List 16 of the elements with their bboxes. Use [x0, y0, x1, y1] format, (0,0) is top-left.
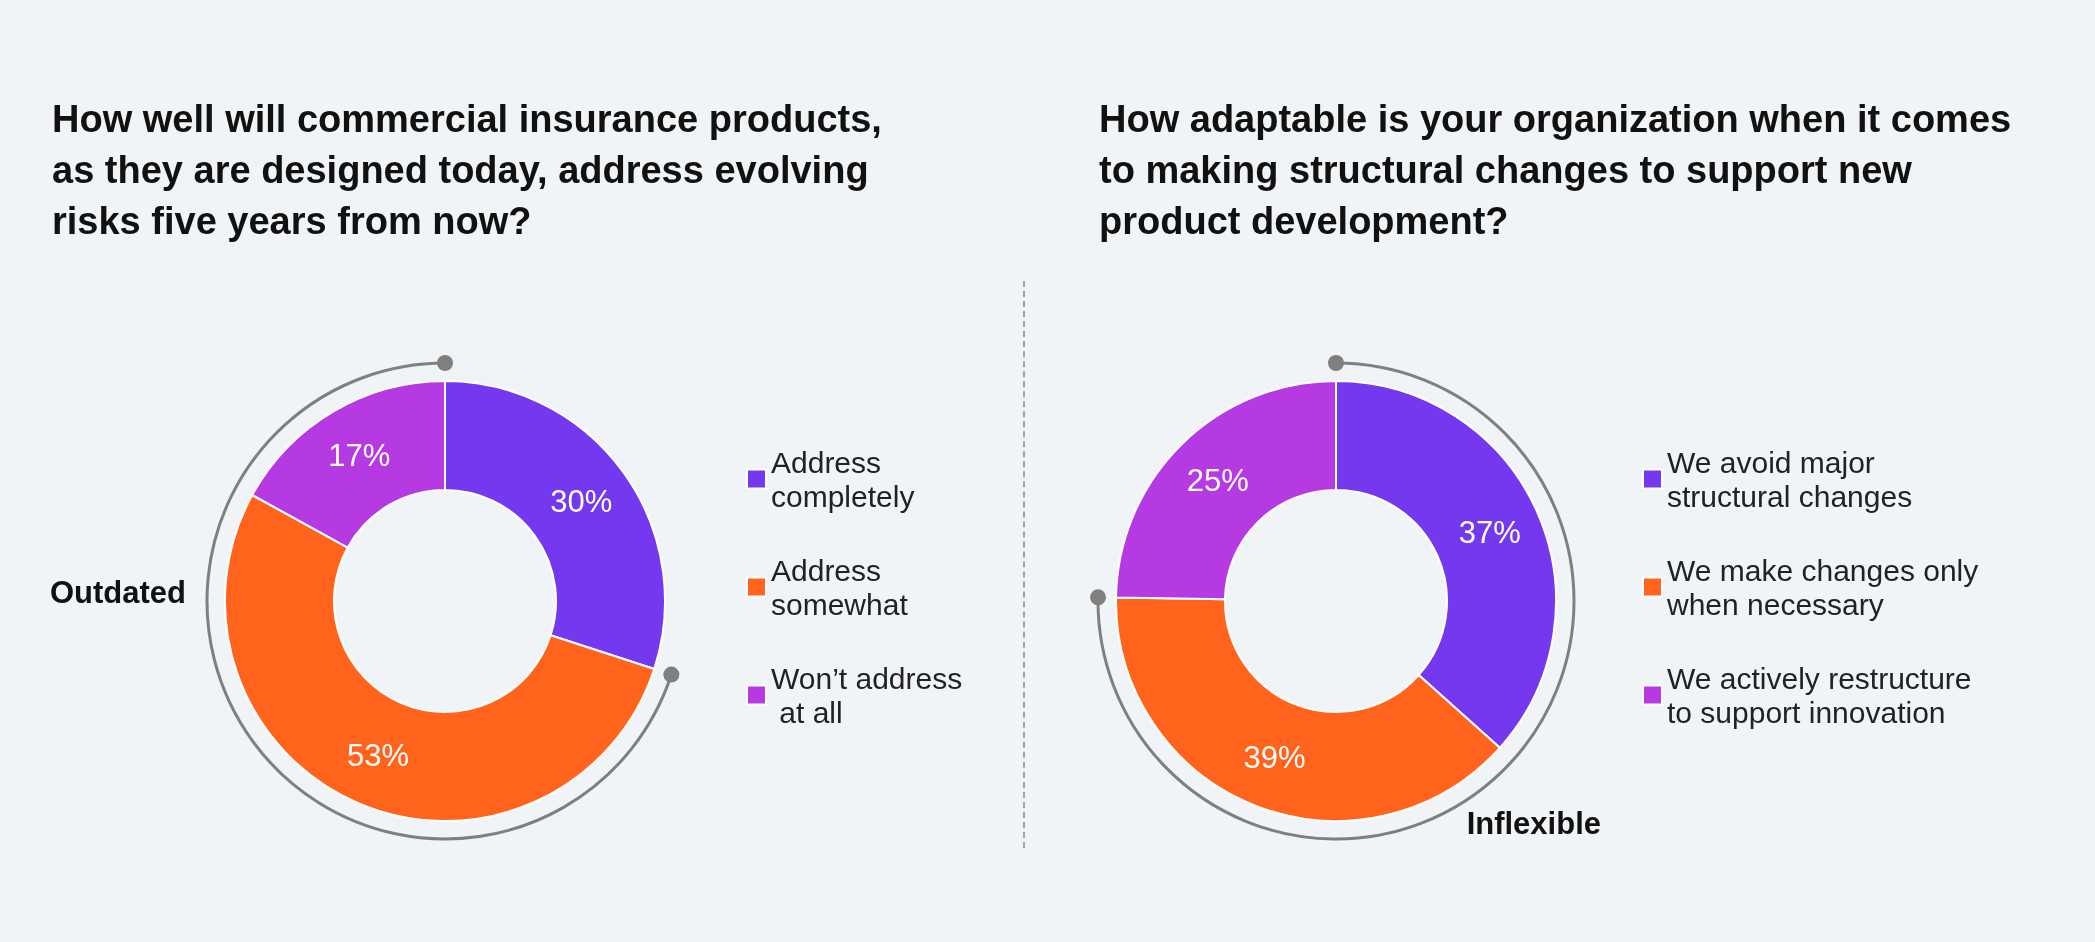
chart-title: How well will commercial insurance products, as they are designed today, address evolving risks five years from now? — [52, 97, 893, 242]
data-label: 30% — [550, 484, 613, 520]
chart-title: How adaptable is your organization when it comes to making structural changes to support new product development? — [1099, 97, 2022, 242]
data-label: 25% — [1186, 463, 1249, 499]
legend-label: Address somewhat — [771, 553, 909, 621]
data-label: 17% — [328, 438, 391, 474]
data-label: 53% — [347, 738, 410, 774]
data-label: 39% — [1243, 740, 1306, 776]
legend-label: We make changes only when necessary — [1666, 553, 1987, 621]
legend-label: Address completely — [771, 445, 915, 513]
data-label: 37% — [1458, 514, 1521, 550]
text: Outdated — [50, 575, 187, 610]
text: Inflexible — [1466, 806, 1602, 841]
legend-label: We actively restructure to support innovation — [1667, 661, 1980, 729]
legend-label: We avoid major structural changes — [1667, 445, 1913, 513]
legend-label: Won’t address at all — [771, 661, 963, 729]
